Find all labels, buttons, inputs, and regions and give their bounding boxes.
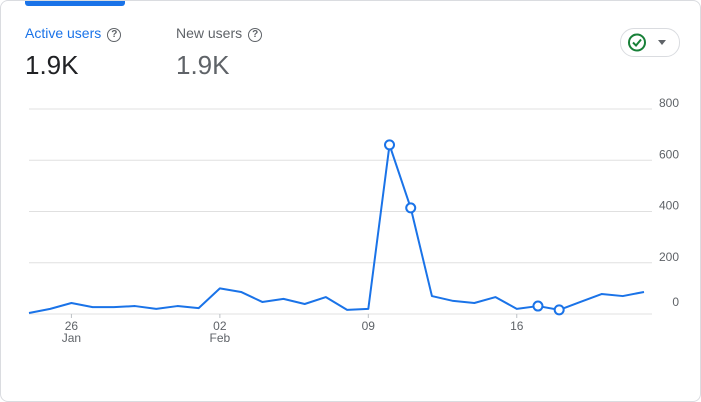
line-series — [28, 143, 645, 314]
anomaly-marker — [553, 304, 565, 316]
x-tick-label: 16 — [510, 319, 524, 333]
help-icon[interactable]: ? — [248, 28, 263, 42]
metric-label: Active users — [25, 25, 102, 41]
metric[interactable]: Active users? 1.9K — [25, 25, 122, 81]
selected-tab — [25, 1, 125, 6]
x-tick-label: 02 — [213, 319, 227, 333]
metric[interactable]: New users? 1.9K — [176, 25, 263, 81]
y-tick-label: 200 — [659, 250, 679, 264]
status-dropdown[interactable] — [620, 28, 680, 57]
y-tick-label: 0 — [672, 295, 679, 309]
y-tick-label: 600 — [659, 147, 679, 161]
metric-label: New users — [176, 25, 243, 41]
x-tick-label: 09 — [362, 319, 376, 333]
metric-value: 1.9K — [25, 50, 79, 80]
y-tick-label: 800 — [659, 96, 679, 110]
metric-value: 1.9K — [176, 50, 230, 80]
x-tick-label: 26 — [65, 319, 79, 333]
x-month-label: Feb — [210, 331, 231, 345]
y-tick-label: 400 — [659, 199, 679, 213]
anomaly-marker — [384, 139, 396, 151]
help-icon[interactable]: ? — [107, 28, 122, 42]
anomaly-marker — [405, 202, 417, 214]
dropdown-icons — [628, 33, 666, 52]
anomaly-marker — [532, 300, 544, 312]
x-month-label: Jan — [62, 331, 81, 345]
